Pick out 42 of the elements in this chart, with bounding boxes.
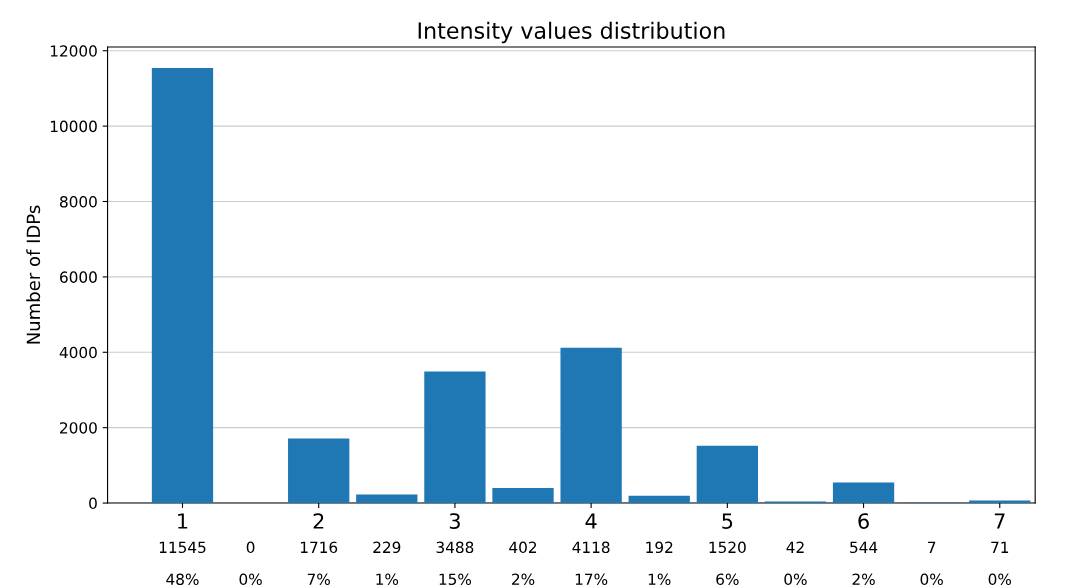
x-tick-label: 3 bbox=[449, 513, 460, 529]
y-tick-label: 8000 bbox=[60, 195, 97, 208]
text: 1% bbox=[376, 573, 399, 586]
data-label: 229 bbox=[373, 541, 401, 554]
y-tick-label: 10000 bbox=[50, 120, 97, 133]
data-label: 1520 bbox=[709, 541, 746, 554]
data-label: 544 bbox=[850, 541, 878, 554]
text: 0% bbox=[784, 573, 807, 586]
text: 2% bbox=[852, 573, 875, 586]
text: 2% bbox=[512, 573, 535, 586]
data-label: 192 bbox=[646, 541, 673, 554]
y-tick-label: 6000 bbox=[60, 271, 97, 283]
x-tick-label: 7 bbox=[994, 513, 1005, 529]
x-tick-label: 5 bbox=[722, 513, 733, 529]
y-tick-label: 12000 bbox=[50, 45, 97, 57]
data-label: 4118 bbox=[572, 541, 610, 554]
data-label: 11545 bbox=[159, 541, 206, 554]
text: 48% bbox=[166, 573, 199, 586]
x-tick-label: 4 bbox=[585, 513, 597, 529]
y-axis-title: Number of IDPs bbox=[26, 205, 41, 344]
text: 1% bbox=[648, 573, 671, 586]
x-tick-label: 6 bbox=[858, 513, 869, 529]
x-tick-label: 2 bbox=[313, 513, 324, 529]
text: 0% bbox=[920, 573, 943, 586]
chart-title: Intensity values distribution bbox=[418, 21, 725, 44]
data-label: 1716 bbox=[300, 541, 338, 554]
data-label: 402 bbox=[509, 541, 537, 554]
y-tick-label: 4000 bbox=[59, 346, 97, 359]
x-tick-label: 1 bbox=[178, 513, 188, 529]
y-tick-label: 2000 bbox=[60, 422, 97, 434]
text: 17% bbox=[575, 573, 608, 586]
data-label: 42 bbox=[786, 541, 804, 553]
data-label: 0 bbox=[246, 541, 255, 554]
text: 6% bbox=[716, 573, 739, 586]
data-label: 7 bbox=[928, 541, 936, 553]
text: 7% bbox=[307, 573, 330, 586]
text: 15% bbox=[439, 573, 472, 586]
data-label: 71 bbox=[991, 541, 1009, 553]
data-label: 3488 bbox=[436, 541, 474, 554]
text: 0% bbox=[988, 573, 1012, 586]
text: 0% bbox=[239, 573, 262, 586]
y-tick-label: 0 bbox=[89, 497, 97, 510]
